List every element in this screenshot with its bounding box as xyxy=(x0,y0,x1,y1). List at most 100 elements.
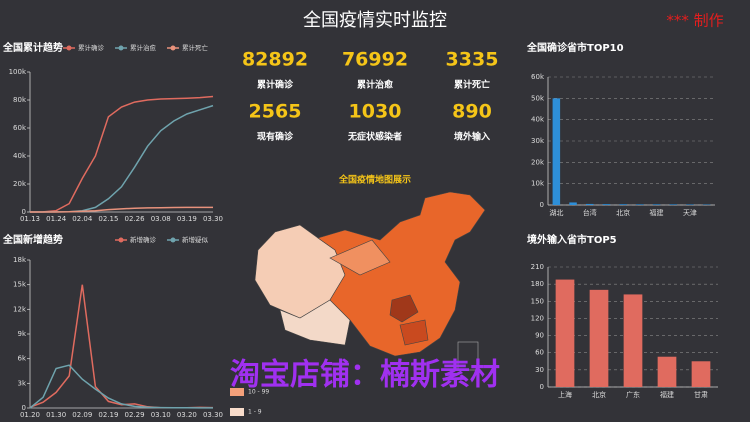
y-tick-label: 0 xyxy=(540,383,544,391)
x-tick-label: 03.19 xyxy=(177,215,197,223)
stat-label: 累计死亡 xyxy=(454,79,490,91)
legend-dot xyxy=(118,237,124,243)
bar xyxy=(686,204,694,205)
bar xyxy=(569,202,577,205)
chart-title: 全国累计趋势 xyxy=(2,41,63,54)
watermark: 淘宝店铺：楠斯素材 xyxy=(230,358,500,393)
china-map xyxy=(254,191,486,371)
stat-value: 3335 xyxy=(446,49,499,71)
x-tick-label: 甘肃 xyxy=(694,390,708,399)
y-tick-label: 100k xyxy=(9,68,27,76)
region xyxy=(279,299,351,346)
x-tick-label: 上海 xyxy=(558,390,572,399)
line xyxy=(30,206,213,213)
stat-label: 现有确诊 xyxy=(257,131,294,143)
x-tick-label: 02.29 xyxy=(125,411,145,419)
x-tick-label: 广东 xyxy=(626,390,640,399)
stat-label: 累计确诊 xyxy=(257,79,294,91)
legend-label: 新增确诊 xyxy=(130,235,157,244)
bar xyxy=(555,279,575,387)
y-tick-label: 80k xyxy=(13,96,27,104)
x-tick-label: 03.30 xyxy=(203,411,223,419)
line xyxy=(29,364,213,409)
legend-label: 10 - 99 xyxy=(248,389,269,396)
stat-label: 境外输入 xyxy=(454,131,490,143)
legend-dot xyxy=(118,45,124,51)
legend-label: 1 - 9 xyxy=(248,409,262,416)
y-tick-label: 180 xyxy=(531,280,544,288)
chart-title: 全国确诊省市TOP10 xyxy=(526,41,624,54)
x-tick-label: 北京 xyxy=(592,390,606,399)
y-tick-label: 15k xyxy=(13,281,27,289)
chart-title: 境外输入省市TOP5 xyxy=(527,233,617,246)
legend-label: 累计治愈 xyxy=(130,43,157,52)
x-tick-label: 北京 xyxy=(616,208,630,217)
x-tick-label: 01.24 xyxy=(46,215,67,223)
region xyxy=(317,191,486,357)
y-tick-label: 0 xyxy=(22,404,26,412)
y-tick-label: 60k xyxy=(13,124,27,132)
y-tick-label: 18k xyxy=(13,256,27,264)
x-tick-label: 福建 xyxy=(650,208,664,217)
legend-label: 新增疑似 xyxy=(182,235,209,244)
stat-value: 76992 xyxy=(342,49,408,71)
legend-label: 累计死亡 xyxy=(182,43,209,52)
bar xyxy=(636,204,644,205)
bar xyxy=(552,98,561,205)
y-tick-label: 10k xyxy=(531,180,545,188)
y-tick-label: 20k xyxy=(13,180,27,188)
legend-dot xyxy=(66,45,72,51)
y-tick-label: 0 xyxy=(540,201,544,209)
bar xyxy=(669,204,678,205)
x-tick-label: 03.08 xyxy=(151,215,171,223)
stat-value: 890 xyxy=(452,101,492,123)
y-tick-label: 30 xyxy=(535,366,544,374)
y-tick-label: 90 xyxy=(535,332,544,340)
x-tick-label: 02.26 xyxy=(125,215,146,223)
y-tick-label: 3k xyxy=(17,379,26,387)
x-tick-label: 01.13 xyxy=(20,215,40,223)
x-tick-label: 天津 xyxy=(683,209,697,217)
x-tick-label: 03.30 xyxy=(203,215,223,223)
y-tick-label: 30k xyxy=(531,137,545,145)
stat-value: 1030 xyxy=(349,101,402,123)
x-tick-label: 01.30 xyxy=(46,411,66,419)
y-tick-label: 6k xyxy=(17,355,26,363)
legend-swatch xyxy=(230,408,244,416)
x-tick-label: 02.04 xyxy=(72,215,93,223)
south-sea-inset xyxy=(457,341,479,371)
bar xyxy=(652,204,661,205)
y-tick-label: 60k xyxy=(531,73,545,81)
x-tick-label: 01.20 xyxy=(20,411,40,419)
bar xyxy=(623,294,643,387)
y-tick-label: 210 xyxy=(531,263,544,271)
region xyxy=(389,294,419,323)
credit: *** 制作 xyxy=(666,12,723,30)
bar xyxy=(602,204,611,205)
stat-value: 2565 xyxy=(249,101,302,123)
line xyxy=(29,95,214,213)
x-tick-label: 03.20 xyxy=(177,411,197,419)
bar xyxy=(619,204,627,205)
x-tick-label: 福建 xyxy=(660,390,674,399)
x-tick-label: 02.15 xyxy=(98,215,118,223)
y-tick-label: 9k xyxy=(17,330,26,338)
y-tick-label: 12k xyxy=(13,305,27,313)
y-tick-label: 150 xyxy=(531,297,544,305)
bar xyxy=(657,356,677,387)
x-tick-label: 03.10 xyxy=(151,411,171,419)
y-tick-label: 20k xyxy=(531,158,545,166)
legend-swatch xyxy=(230,388,244,396)
region xyxy=(329,239,391,276)
y-tick-label: 60 xyxy=(535,349,544,357)
chart-title: 全国新增趋势 xyxy=(2,233,63,246)
page-title: 全国疫情实时监控 xyxy=(303,10,447,31)
bar xyxy=(589,289,609,387)
x-tick-label: 台湾 xyxy=(583,208,597,217)
x-tick-label: 湖北 xyxy=(549,208,563,217)
x-tick-label: 02.19 xyxy=(98,411,118,419)
bar xyxy=(691,361,711,387)
region xyxy=(399,319,429,346)
y-tick-label: 40k xyxy=(13,152,27,160)
